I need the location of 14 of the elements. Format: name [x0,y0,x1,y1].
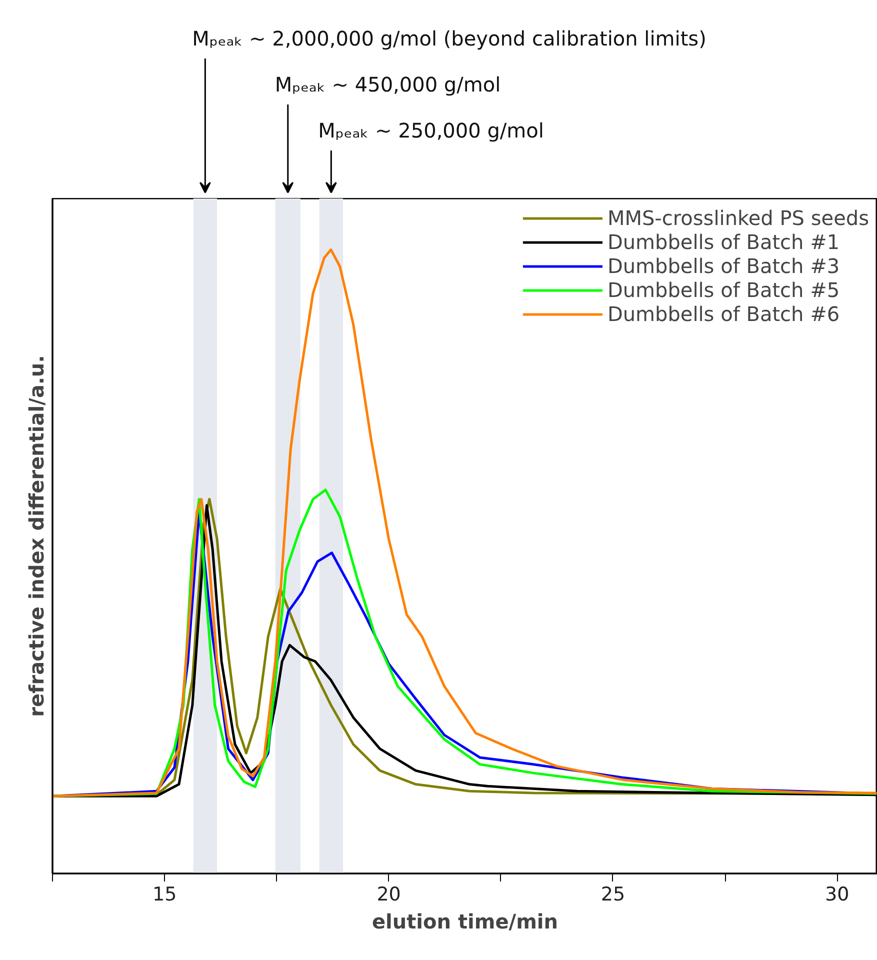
x-tick-label: 25 [600,884,626,906]
x-axis-title: elution time/min [372,910,558,934]
legend-label: MMS-crosslinked PS seeds [607,206,869,230]
band-label: Mₚₑₐₖ ~ 250,000 g/mol [318,118,544,142]
band-label: Mₚₑₐₖ ~ 2,000,000 g/mol (beyond calibration limits) [192,26,706,50]
legend-label: Dumbbells of Batch #3 [607,254,840,278]
legend-label: Dumbbells of Batch #5 [607,278,840,302]
legend-label: Dumbbells of Batch #1 [607,230,840,254]
y-axis-title: refractive index differential/a.u. [24,355,48,717]
x-tick-label: 15 [152,884,177,906]
band-label: Mₚₑₐₖ ~ 450,000 g/mol [274,72,501,96]
x-tick-label: 30 [825,884,850,906]
x-tick-label: 20 [376,884,401,906]
legend-label: Dumbbells of Batch #6 [607,302,840,326]
